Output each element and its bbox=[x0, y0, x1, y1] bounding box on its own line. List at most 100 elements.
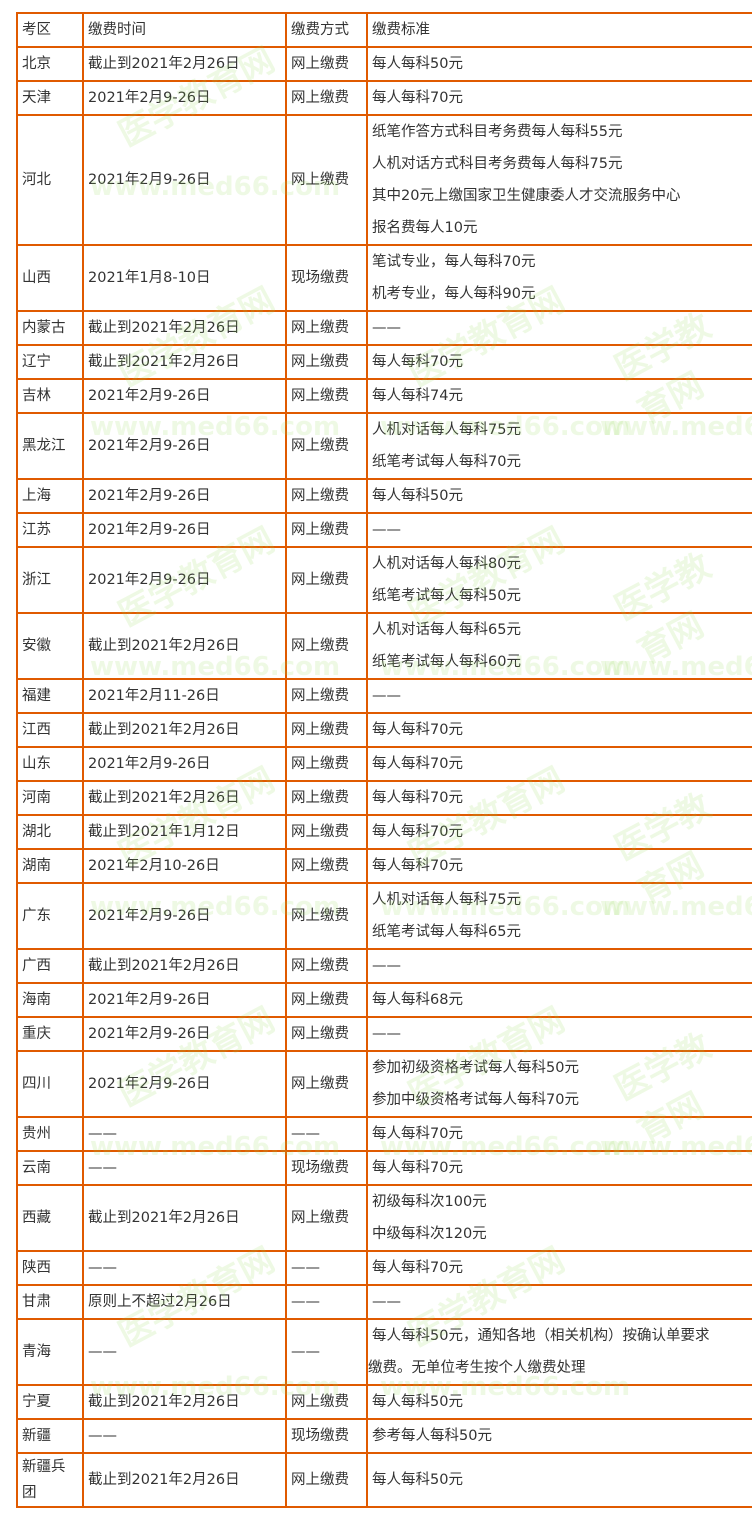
standard-cell: 每人每科70元 bbox=[366, 80, 752, 116]
time-cell: 截止到2021年2月26日 bbox=[82, 1452, 287, 1508]
table-row: 西藏 截止到2021年2月26日 网上缴费 初级每科次100元 中级每科次120元 bbox=[16, 1184, 752, 1252]
table-row: 贵州 —— —— 每人每科70元 bbox=[16, 1116, 752, 1152]
standard-line: 每人每科70元 bbox=[372, 1160, 463, 1176]
standard-cell: 人机对话每人每科65元 纸笔考试每人每科60元 bbox=[366, 612, 752, 680]
table-row: 福建 2021年2月11-26日 网上缴费 —— bbox=[16, 678, 752, 714]
standard-line: —— bbox=[372, 1026, 401, 1042]
standard-line: 纸笔考试每人每科70元 bbox=[372, 454, 521, 470]
region-cell: 湖北 bbox=[16, 814, 84, 850]
method-cell: 网上缴费 bbox=[285, 546, 368, 614]
standard-line: 每人每科74元 bbox=[372, 388, 463, 404]
method-cell: 网上缴费 bbox=[285, 378, 368, 414]
standard-line: 每人每科68元 bbox=[372, 992, 463, 1008]
region-cell: 安徽 bbox=[16, 612, 84, 680]
table-row: 海南 2021年2月9-26日 网上缴费 每人每科68元 bbox=[16, 982, 752, 1018]
standard-cell: 每人每科68元 bbox=[366, 982, 752, 1018]
table-row: 山东 2021年2月9-26日 网上缴费 每人每科70元 bbox=[16, 746, 752, 782]
table-row: 江苏 2021年2月9-26日 网上缴费 —— bbox=[16, 512, 752, 548]
method-cell: —— bbox=[285, 1318, 368, 1386]
standard-cell: —— bbox=[366, 512, 752, 548]
standard-cell: 人机对话每人每科75元 纸笔考试每人每科70元 bbox=[366, 412, 752, 480]
standard-cell: 每人每科50元 bbox=[366, 1384, 752, 1420]
region-cell: 福建 bbox=[16, 678, 84, 714]
time-cell: 2021年2月9-26日 bbox=[82, 1016, 287, 1052]
table-row: 湖南 2021年2月10-26日 网上缴费 每人每科70元 bbox=[16, 848, 752, 884]
region-cell: 宁夏 bbox=[16, 1384, 84, 1420]
method-cell: 网上缴费 bbox=[285, 412, 368, 480]
method-cell: 网上缴费 bbox=[285, 478, 368, 514]
method-cell: 网上缴费 bbox=[285, 982, 368, 1018]
time-cell: 截止到2021年2月26日 bbox=[82, 1384, 287, 1420]
header-time: 缴费时间 bbox=[82, 12, 287, 48]
standard-line: 纸笔考试每人每科65元 bbox=[372, 924, 521, 940]
method-cell: —— bbox=[285, 1284, 368, 1320]
table-row: 陕西 —— —— 每人每科70元 bbox=[16, 1250, 752, 1286]
table-header-row: 考区 缴费时间 缴费方式 缴费标准 bbox=[16, 12, 752, 48]
table-row: 天津 2021年2月9-26日 网上缴费 每人每科70元 bbox=[16, 80, 752, 116]
method-cell: —— bbox=[285, 1250, 368, 1286]
time-cell: —— bbox=[82, 1418, 287, 1454]
region-cell: 山东 bbox=[16, 746, 84, 782]
method-cell: 网上缴费 bbox=[285, 512, 368, 548]
standard-line: 其中20元上缴国家卫生健康委人才交流服务中心 bbox=[372, 188, 681, 204]
time-cell: 2021年2月9-26日 bbox=[82, 478, 287, 514]
standard-cell: 每人每科70元 bbox=[366, 848, 752, 884]
standard-cell: 参加初级资格考试每人每科50元 参加中级资格考试每人每科70元 bbox=[366, 1050, 752, 1118]
method-cell: 网上缴费 bbox=[285, 612, 368, 680]
standard-cell: 每人每科70元 bbox=[366, 746, 752, 782]
table-row: 北京 截止到2021年2月26日 网上缴费 每人每科50元 bbox=[16, 46, 752, 82]
standard-line: 每人每科70元 bbox=[372, 858, 463, 874]
region-cell: 河南 bbox=[16, 780, 84, 816]
standard-line: 人机对话方式科目考务费每人每科75元 bbox=[372, 156, 623, 172]
standard-cell: 每人每科50元 bbox=[366, 1452, 752, 1508]
time-cell: 截止到2021年2月26日 bbox=[82, 310, 287, 346]
method-cell: 网上缴费 bbox=[285, 114, 368, 246]
region-cell: 广东 bbox=[16, 882, 84, 950]
standard-line: 参考每人每科50元 bbox=[372, 1428, 492, 1444]
standard-cell: 每人每科50元，通知各地（相关机构）按确认单要求 缴费。无单位考生按个人缴费处理 bbox=[366, 1318, 752, 1386]
standard-line: 每人每科50元 bbox=[372, 488, 463, 504]
standard-cell: —— bbox=[366, 948, 752, 984]
standard-cell: 参考每人每科50元 bbox=[366, 1418, 752, 1454]
region-cell: 上海 bbox=[16, 478, 84, 514]
standard-line: 每人每科70元 bbox=[372, 354, 463, 370]
method-cell: 网上缴费 bbox=[285, 344, 368, 380]
method-cell: 现场缴费 bbox=[285, 244, 368, 312]
region-cell: 广西 bbox=[16, 948, 84, 984]
region-cell: 四川 bbox=[16, 1050, 84, 1118]
standard-line: —— bbox=[372, 522, 401, 538]
method-cell: 网上缴费 bbox=[285, 1050, 368, 1118]
region-cell: 陕西 bbox=[16, 1250, 84, 1286]
standard-line: 人机对话每人每科65元 bbox=[372, 622, 521, 638]
standard-cell: 每人每科50元 bbox=[366, 46, 752, 82]
table-row: 四川 2021年2月9-26日 网上缴费 参加初级资格考试每人每科50元 参加中级资格考… bbox=[16, 1050, 752, 1118]
method-cell: 网上缴费 bbox=[285, 948, 368, 984]
table-row: 湖北 截止到2021年1月12日 网上缴费 每人每科70元 bbox=[16, 814, 752, 850]
method-cell: 网上缴费 bbox=[285, 882, 368, 950]
table-row: 广东 2021年2月9-26日 网上缴费 人机对话每人每科75元 纸笔考试每人每科65元 bbox=[16, 882, 752, 950]
time-cell: 2021年2月10-26日 bbox=[82, 848, 287, 884]
time-cell: —— bbox=[82, 1116, 287, 1152]
table-row: 上海 2021年2月9-26日 网上缴费 每人每科50元 bbox=[16, 478, 752, 514]
time-cell: 截止到2021年1月12日 bbox=[82, 814, 287, 850]
method-cell: 网上缴费 bbox=[285, 80, 368, 116]
standard-line: 初级每科次100元 bbox=[372, 1194, 487, 1210]
region-cell: 山西 bbox=[16, 244, 84, 312]
time-cell: 2021年1月8-10日 bbox=[82, 244, 287, 312]
standard-line: —— bbox=[372, 1294, 401, 1310]
time-cell: 截止到2021年2月26日 bbox=[82, 948, 287, 984]
standard-line: 机考专业，每人每科90元 bbox=[372, 286, 536, 302]
time-cell: 2021年2月9-26日 bbox=[82, 546, 287, 614]
region-cell: 云南 bbox=[16, 1150, 84, 1186]
time-cell: 2021年2月9-26日 bbox=[82, 378, 287, 414]
header-region: 考区 bbox=[16, 12, 84, 48]
time-cell: 原则上不超过2月26日 bbox=[82, 1284, 287, 1320]
table-row: 山西 2021年1月8-10日 现场缴费 笔试专业，每人每科70元 机考专业，每人每科9… bbox=[16, 244, 752, 312]
table-row: 浙江 2021年2月9-26日 网上缴费 人机对话每人每科80元 纸笔考试每人每科50元 bbox=[16, 546, 752, 614]
time-cell: —— bbox=[82, 1250, 287, 1286]
standard-line: —— bbox=[372, 320, 401, 336]
method-cell: 网上缴费 bbox=[285, 814, 368, 850]
standard-line: —— bbox=[372, 958, 401, 974]
header-standard: 缴费标准 bbox=[366, 12, 752, 48]
standard-cell: 每人每科50元 bbox=[366, 478, 752, 514]
